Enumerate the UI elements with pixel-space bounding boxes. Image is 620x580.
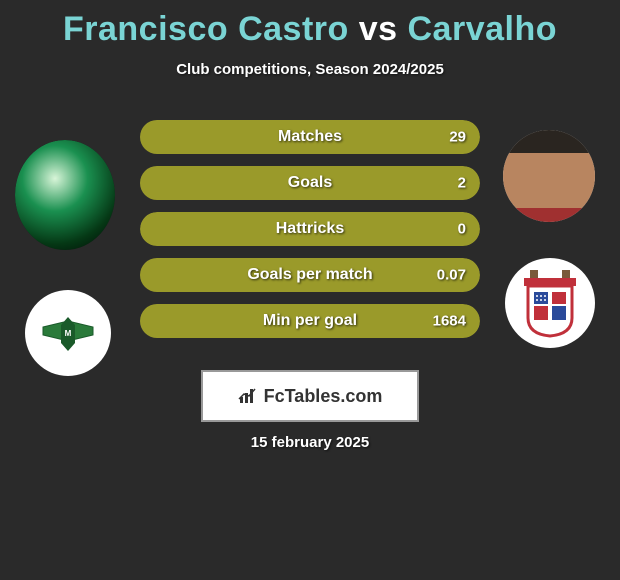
- placeholder-image-icon: [15, 140, 115, 250]
- logo-text: FcTables.com: [264, 386, 383, 407]
- stat-label: Matches: [140, 128, 480, 146]
- stat-row: Goals 2: [140, 166, 480, 200]
- club1-badge: M: [25, 290, 111, 376]
- bar-chart-icon: [238, 387, 260, 405]
- braga-badge-icon: [520, 268, 580, 338]
- stat-label: Min per goal: [140, 312, 480, 330]
- stat-label: Goals: [140, 174, 480, 192]
- player2-name: Carvalho: [408, 10, 558, 48]
- player1-name: Francisco Castro: [63, 10, 349, 48]
- stat-label: Hattricks: [140, 220, 480, 238]
- stat-value: 29: [449, 129, 466, 146]
- player1-avatar: [15, 140, 115, 250]
- player2-photo: [503, 130, 595, 222]
- stats-list: Matches 29 Goals 2 Hattricks 0 Goals p: [140, 120, 480, 350]
- club2-badge: [505, 258, 595, 348]
- stat-value: 1684: [433, 313, 466, 330]
- date-text: 15 february 2025: [0, 434, 620, 451]
- stat-row: Min per goal 1684: [140, 304, 480, 338]
- comparison-card: Francisco Castro vs Carvalho Club compet…: [0, 0, 620, 580]
- moreirense-badge-icon: M: [41, 313, 95, 353]
- svg-text:M: M: [65, 329, 72, 338]
- player2-avatar: [503, 130, 595, 222]
- fctables-logo[interactable]: FcTables.com: [201, 370, 419, 422]
- stat-label: Goals per match: [140, 266, 480, 284]
- stat-row: Matches 29: [140, 120, 480, 154]
- page-title: Francisco Castro vs Carvalho: [0, 0, 620, 49]
- subtitle: Club competitions, Season 2024/2025: [0, 61, 620, 78]
- stat-value: 0.07: [437, 267, 466, 284]
- stat-row: Hattricks 0: [140, 212, 480, 246]
- stat-value: 2: [458, 175, 466, 192]
- stat-value: 0: [458, 221, 466, 238]
- vs-text: vs: [359, 10, 398, 48]
- stat-row: Goals per match 0.07: [140, 258, 480, 292]
